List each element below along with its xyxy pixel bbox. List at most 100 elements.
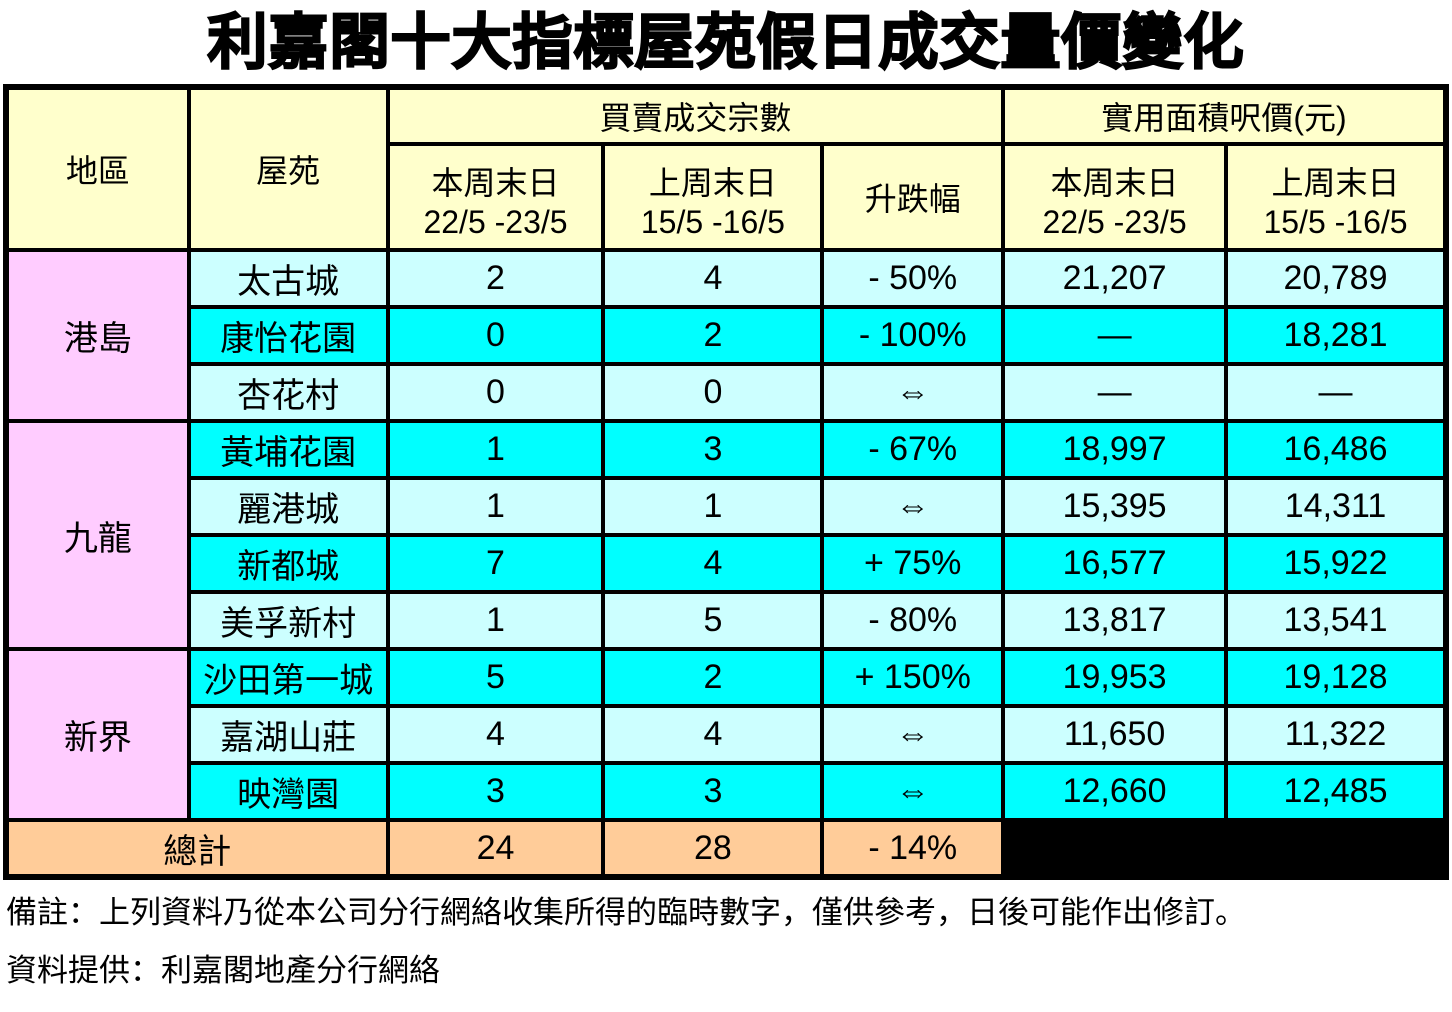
header-price-last-weekend: 上周末日 15/5 -16/5 — [1224, 142, 1448, 252]
header-price-last-weekend-dates: 15/5 -16/5 — [1263, 204, 1408, 240]
source-note: 資料提供：利嘉閣地產分行網絡 — [6, 953, 440, 989]
table-row: 九龍 黃埔花園 1 3- 67% 18,997 16,486 — [4, 419, 1448, 651]
price-this-week-cell: 12,660 — [1001, 761, 1229, 822]
tx-last-week-cell: 0 — [601, 362, 825, 423]
change-cell: ⇔ — [820, 476, 1006, 537]
tx-this-week-cell: 4 — [385, 704, 606, 765]
header-transactions-group: 買賣成交宗數 — [385, 85, 1006, 146]
data-table: 地區 屋苑 買賣成交宗數 實用面積呎價(元) 本周末日 22/5 -23/5 上… — [3, 84, 1449, 880]
table-row: 康怡花園 0 2- 100% —18,281 — [6, 305, 1448, 366]
header-price-last-weekend-label: 上周末日 — [1271, 165, 1400, 201]
district-cell: 港島 — [4, 248, 191, 423]
estate-cell: 杏花村 — [186, 362, 390, 423]
tx-this-week-cell: 1 — [385, 476, 606, 537]
total-change-cell: - 14% — [820, 818, 1006, 879]
header-tx-last-weekend-dates: 15/5 -16/5 — [640, 204, 785, 240]
district-cell: 新界 — [4, 647, 191, 822]
tx-this-week-cell: 3 — [385, 761, 606, 822]
header-tx-last-weekend-label: 上周末日 — [648, 165, 777, 201]
tx-last-week-cell: 3 — [601, 419, 825, 480]
tx-last-week-cell: 4 — [601, 533, 825, 594]
total-price-blackout-cell — [1001, 818, 1448, 879]
estate-cell: 麗港城 — [186, 476, 390, 537]
change-cell: - 80% — [820, 590, 1006, 651]
price-this-week-cell: — — [1001, 362, 1229, 423]
tx-last-week-cell: 4 — [601, 704, 825, 765]
change-cell: ⇔ — [820, 761, 1006, 822]
change-cell: + 150% — [820, 647, 1006, 708]
change-cell: - 100% — [820, 305, 1006, 366]
district-cell: 九龍 — [4, 419, 191, 651]
total-tx-last-week-cell: 28 — [601, 818, 825, 879]
price-last-week-cell: 14,311 — [1224, 476, 1448, 537]
estate-cell: 美孚新村 — [186, 590, 390, 651]
price-last-week-cell: 15,922 — [1224, 533, 1448, 594]
price-last-week-cell: 18,281 — [1224, 305, 1448, 366]
change-cell: ⇔ — [820, 704, 1006, 765]
estate-cell: 康怡花園 — [186, 305, 390, 366]
header-change: 升跌幅 — [820, 142, 1006, 252]
price-last-week-cell: — — [1224, 362, 1448, 423]
table-row: 新都城 7 4 + 75% 16,577 15,922 — [6, 533, 1448, 594]
price-this-week-cell: 19,953 — [1001, 647, 1229, 708]
estate-cell: 新都城 — [186, 533, 390, 594]
estate-cell: 黃埔花園 — [186, 419, 390, 480]
price-last-week-cell: 16,486 — [1224, 419, 1448, 480]
price-this-week-cell: 11,650 — [1001, 704, 1229, 765]
tx-this-week-cell: 1 — [385, 419, 606, 480]
price-last-week-cell: 13,541 — [1224, 590, 1448, 651]
price-this-week-cell: 18,997 — [1001, 419, 1229, 480]
price-last-week-cell: 11,322 — [1224, 704, 1448, 765]
header-price-this-weekend-dates: 22/5 -23/5 — [1042, 204, 1187, 240]
table-row: 映灣園 3 3 ⇔ 12,660 12,485 — [6, 761, 1448, 822]
tx-this-week-cell: 0 — [385, 305, 606, 366]
price-this-week-cell: 15,395 — [1001, 476, 1229, 537]
header-district: 地區 — [4, 85, 191, 252]
tx-last-week-cell: 3 — [601, 761, 825, 822]
total-row: 總計 24 28 - 14% — [4, 818, 1448, 879]
tx-last-week-cell: 2 — [601, 647, 825, 708]
table-row: 美孚新村 1 5- 80% 13,817 13,541 — [6, 590, 1448, 651]
tx-last-week-cell: 5 — [601, 590, 825, 651]
total-label-cell: 總計 — [4, 818, 390, 879]
header-tx-this-weekend: 本周末日 22/5 -23/5 — [385, 142, 606, 252]
tx-this-week-cell: 2 — [385, 248, 606, 309]
tx-last-week-cell: 2 — [601, 305, 825, 366]
tx-this-week-cell: 5 — [385, 647, 606, 708]
header-tx-this-weekend-label: 本周末日 — [431, 165, 560, 201]
footer-notes: 備註：上列資料乃從本公司分行網絡收集所得的臨時數字，僅供參考，日後可能作出修訂。… — [0, 880, 1452, 988]
header-estate: 屋苑 — [186, 85, 390, 252]
change-cell: - 67% — [820, 419, 1006, 480]
header-tx-last-weekend: 上周末日 15/5 -16/5 — [601, 142, 825, 252]
change-cell: - 50% — [820, 248, 1006, 309]
total-tx-this-week-cell: 24 — [385, 818, 606, 879]
header-price-group: 實用面積呎價(元) — [1001, 85, 1448, 146]
table-row: 杏花村 0 0 ⇔ — — — [6, 362, 1448, 423]
header-tx-this-weekend-dates: 22/5 -23/5 — [423, 204, 568, 240]
price-this-week-cell: 13,817 — [1001, 590, 1229, 651]
estate-cell: 太古城 — [186, 248, 390, 309]
price-this-week-cell: 16,577 — [1001, 533, 1229, 594]
table-row: 麗港城 1 1 ⇔ 15,395 14,311 — [6, 476, 1448, 537]
table-row: 港島 太古城 2 4- 50% 21,207 20,789 — [4, 248, 1448, 423]
price-this-week-cell: — — [1001, 305, 1229, 366]
page: 利嘉閣十大指標屋苑假日成交量價變化 地區 屋苑 買賣成交宗數 實用面積呎價(元)… — [0, 9, 1452, 988]
estate-cell: 映灣園 — [186, 761, 390, 822]
tx-this-week-cell: 1 — [385, 590, 606, 651]
table-row: 新界 沙田第一城 5 2 + 150% 19,953 19,128 — [4, 647, 1448, 822]
header-price-this-weekend: 本周末日 22/5 -23/5 — [1001, 142, 1229, 252]
change-cell: + 75% — [820, 533, 1006, 594]
price-this-week-cell: 21,207 — [1001, 248, 1229, 309]
remark-note: 備註：上列資料乃從本公司分行網絡收集所得的臨時數字，僅供參考，日後可能作出修訂。 — [6, 895, 1246, 930]
estate-cell: 嘉湖山莊 — [186, 704, 390, 765]
tx-this-week-cell: 0 — [385, 362, 606, 423]
header-price-this-weekend-label: 本周末日 — [1050, 165, 1179, 201]
change-cell: ⇔ — [820, 362, 1006, 423]
price-last-week-cell: 19,128 — [1224, 647, 1448, 708]
table-row: 嘉湖山莊 4 4 ⇔ 11,650 11,322 — [6, 704, 1448, 765]
page-title: 利嘉閣十大指標屋苑假日成交量價變化 — [207, 9, 1245, 77]
estate-cell: 沙田第一城 — [186, 647, 390, 708]
price-last-week-cell: 12,485 — [1224, 761, 1448, 822]
tx-last-week-cell: 1 — [601, 476, 825, 537]
tx-this-week-cell: 7 — [385, 533, 606, 594]
